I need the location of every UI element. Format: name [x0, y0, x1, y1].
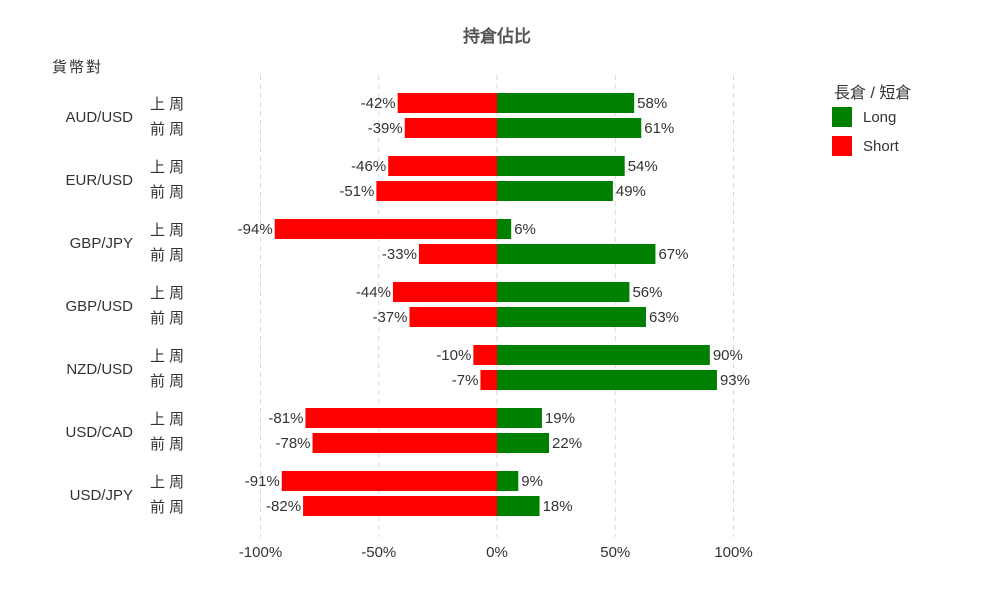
period-label: 上 周: [150, 285, 184, 302]
period-label: 上 周: [150, 474, 184, 491]
period-label: 上 周: [150, 96, 184, 113]
labels: -100% -50% 0% 50% 100% AUD/USD 上 周 -42% 58% 前 周 -3…: [65, 95, 752, 561]
period-label: 前 周: [150, 310, 184, 327]
period-label: 上 周: [150, 348, 184, 365]
long-data-label: 54%: [628, 158, 658, 175]
x-tick-label: -100%: [239, 544, 282, 561]
long-bar: [497, 408, 542, 428]
short-data-label: -81%: [268, 410, 303, 427]
short-data-label: -7%: [452, 372, 479, 389]
short-data-label: -51%: [339, 183, 374, 200]
legend-label-short: Short: [863, 138, 900, 155]
currency-pair-label: AUD/USD: [65, 109, 133, 126]
short-bar: [376, 181, 497, 201]
short-bar: [281, 471, 497, 491]
period-label: 前 周: [150, 247, 184, 264]
long-data-label: 58%: [637, 95, 667, 112]
short-bar: [404, 118, 497, 138]
short-bar: [473, 345, 497, 365]
currency-pair-label: USD/CAD: [65, 424, 133, 441]
legend-title: 長倉 / 短倉: [834, 84, 911, 102]
long-data-label: 67%: [658, 246, 688, 263]
currency-pair-label: GBP/JPY: [70, 235, 133, 252]
long-data-label: 63%: [649, 309, 679, 326]
gridlines: [260, 75, 734, 537]
period-label: 前 周: [150, 184, 184, 201]
short-bar: [409, 307, 497, 327]
long-data-label: 93%: [720, 372, 750, 389]
period-label: 前 周: [150, 436, 184, 453]
bars: [274, 93, 717, 516]
long-bar: [497, 282, 630, 302]
long-bar: [497, 496, 540, 516]
currency-pair-label: NZD/USD: [66, 361, 133, 378]
short-bar: [480, 370, 497, 390]
short-data-label: -82%: [266, 498, 301, 515]
long-data-label: 90%: [713, 347, 743, 364]
long-bar: [497, 433, 550, 453]
currency-pair-label: EUR/USD: [65, 172, 133, 189]
short-bar: [418, 244, 497, 264]
legend: 長倉 / 短倉 Long Short: [832, 84, 911, 156]
legend-label-long: Long: [863, 109, 896, 126]
short-data-label: -33%: [382, 246, 417, 263]
period-label: 前 周: [150, 499, 184, 516]
long-bar: [497, 307, 646, 327]
short-data-label: -78%: [275, 435, 310, 452]
short-bar: [397, 93, 497, 113]
long-bar: [497, 471, 519, 491]
currency-pair-label: USD/JPY: [70, 487, 133, 504]
long-bar: [497, 118, 642, 138]
chart-title: 持倉佔比: [463, 26, 531, 46]
long-bar: [497, 219, 512, 239]
short-bar: [305, 408, 497, 428]
long-data-label: 61%: [644, 120, 674, 137]
short-data-label: -94%: [238, 221, 273, 238]
long-data-label: 19%: [545, 410, 575, 427]
period-label: 上 周: [150, 159, 184, 176]
long-bar: [497, 181, 613, 201]
short-data-label: -39%: [368, 120, 403, 137]
currency-pair-label: GBP/USD: [65, 298, 133, 315]
y-axis-title: 貨幣對: [52, 59, 103, 76]
period-label: 上 周: [150, 222, 184, 239]
x-tick-label: 100%: [714, 544, 752, 561]
period-label: 前 周: [150, 121, 184, 138]
long-bar: [497, 244, 656, 264]
short-bar: [392, 282, 497, 302]
short-bar: [303, 496, 497, 516]
long-data-label: 49%: [616, 183, 646, 200]
short-data-label: -46%: [351, 158, 386, 175]
short-bar: [312, 433, 497, 453]
x-tick-label: 50%: [600, 544, 630, 561]
short-data-label: -42%: [361, 95, 396, 112]
short-data-label: -44%: [356, 284, 391, 301]
period-label: 上 周: [150, 411, 184, 428]
long-data-label: 56%: [632, 284, 662, 301]
short-data-label: -37%: [372, 309, 407, 326]
x-tick-label: 0%: [486, 544, 508, 561]
long-bar: [497, 93, 635, 113]
long-data-label: 6%: [514, 221, 536, 238]
legend-swatch-short: [832, 136, 852, 156]
period-label: 前 周: [150, 373, 184, 390]
short-data-label: -10%: [436, 347, 471, 364]
short-data-label: -91%: [245, 473, 280, 490]
short-bar: [388, 156, 497, 176]
long-data-label: 18%: [543, 498, 573, 515]
legend-swatch-long: [832, 107, 852, 127]
long-data-label: 9%: [521, 473, 543, 490]
long-bar: [497, 370, 717, 390]
long-bar: [497, 156, 625, 176]
short-bar: [274, 219, 497, 239]
x-tick-label: -50%: [361, 544, 396, 561]
long-data-label: 22%: [552, 435, 582, 452]
long-bar: [497, 345, 710, 365]
